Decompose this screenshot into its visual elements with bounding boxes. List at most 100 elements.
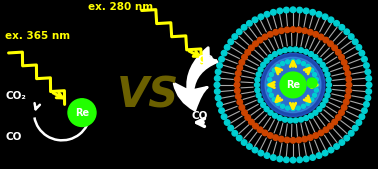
- Circle shape: [255, 77, 260, 82]
- Circle shape: [352, 125, 358, 131]
- Circle shape: [258, 67, 263, 72]
- Circle shape: [346, 76, 352, 82]
- Circle shape: [272, 68, 276, 72]
- Circle shape: [261, 103, 266, 107]
- Circle shape: [288, 118, 293, 123]
- Circle shape: [264, 58, 269, 63]
- Circle shape: [217, 63, 222, 68]
- Circle shape: [222, 50, 227, 56]
- Circle shape: [261, 62, 266, 67]
- Circle shape: [336, 50, 341, 55]
- Circle shape: [346, 82, 352, 88]
- Circle shape: [341, 60, 347, 65]
- Circle shape: [267, 32, 273, 37]
- Circle shape: [359, 114, 365, 119]
- Circle shape: [349, 34, 354, 39]
- Circle shape: [322, 150, 328, 156]
- Circle shape: [284, 27, 290, 33]
- Circle shape: [245, 115, 251, 120]
- Circle shape: [257, 37, 263, 43]
- Circle shape: [277, 156, 283, 162]
- Circle shape: [268, 55, 273, 59]
- Circle shape: [268, 110, 273, 115]
- Circle shape: [256, 93, 261, 98]
- Circle shape: [256, 72, 261, 77]
- Circle shape: [262, 34, 268, 40]
- Circle shape: [279, 28, 284, 33]
- Circle shape: [308, 113, 313, 118]
- Circle shape: [344, 135, 350, 141]
- Circle shape: [339, 140, 345, 145]
- Circle shape: [239, 60, 245, 65]
- Circle shape: [317, 58, 322, 63]
- Circle shape: [320, 103, 325, 107]
- Circle shape: [228, 125, 234, 131]
- Circle shape: [262, 130, 268, 136]
- Text: CO₂: CO₂: [198, 55, 219, 65]
- Circle shape: [304, 49, 309, 54]
- Circle shape: [249, 119, 254, 125]
- Circle shape: [290, 138, 296, 143]
- Circle shape: [242, 110, 247, 115]
- Text: Re: Re: [286, 80, 300, 90]
- Circle shape: [310, 155, 316, 160]
- Circle shape: [352, 39, 358, 45]
- Circle shape: [296, 60, 301, 64]
- Circle shape: [307, 78, 317, 88]
- Circle shape: [268, 88, 272, 92]
- Circle shape: [308, 29, 313, 35]
- Circle shape: [284, 7, 289, 13]
- Circle shape: [310, 98, 314, 102]
- Circle shape: [219, 108, 225, 113]
- Circle shape: [297, 7, 302, 13]
- Circle shape: [282, 117, 288, 122]
- Circle shape: [314, 88, 318, 92]
- Circle shape: [214, 82, 220, 88]
- Circle shape: [310, 68, 314, 72]
- Text: CO: CO: [5, 132, 22, 142]
- Circle shape: [316, 11, 322, 17]
- Circle shape: [282, 48, 288, 53]
- Circle shape: [313, 32, 319, 37]
- Circle shape: [290, 157, 296, 163]
- Circle shape: [306, 102, 310, 105]
- Circle shape: [323, 37, 329, 43]
- Circle shape: [318, 34, 324, 40]
- Circle shape: [267, 83, 271, 87]
- Circle shape: [286, 106, 290, 110]
- Circle shape: [344, 29, 350, 34]
- Circle shape: [316, 153, 322, 158]
- Circle shape: [286, 60, 290, 64]
- Circle shape: [280, 62, 285, 66]
- Circle shape: [252, 17, 258, 23]
- Circle shape: [277, 116, 282, 120]
- Circle shape: [271, 155, 276, 160]
- Circle shape: [237, 99, 243, 105]
- Circle shape: [366, 76, 372, 81]
- Circle shape: [304, 116, 309, 120]
- Circle shape: [213, 6, 373, 164]
- Circle shape: [241, 25, 247, 30]
- Circle shape: [264, 107, 269, 112]
- Circle shape: [234, 76, 240, 82]
- Circle shape: [234, 88, 240, 93]
- Circle shape: [264, 11, 270, 17]
- Circle shape: [276, 102, 280, 105]
- Circle shape: [258, 98, 263, 103]
- Circle shape: [257, 127, 263, 132]
- Circle shape: [310, 9, 316, 15]
- Circle shape: [252, 147, 258, 153]
- Circle shape: [334, 21, 339, 26]
- Circle shape: [261, 53, 325, 117]
- Circle shape: [273, 135, 279, 140]
- Circle shape: [366, 82, 372, 88]
- Circle shape: [299, 117, 304, 122]
- Circle shape: [304, 8, 309, 14]
- Circle shape: [290, 7, 296, 13]
- Circle shape: [214, 76, 220, 81]
- Circle shape: [271, 9, 276, 15]
- Circle shape: [234, 82, 240, 88]
- Circle shape: [344, 65, 349, 71]
- Circle shape: [317, 107, 322, 112]
- Circle shape: [290, 27, 296, 32]
